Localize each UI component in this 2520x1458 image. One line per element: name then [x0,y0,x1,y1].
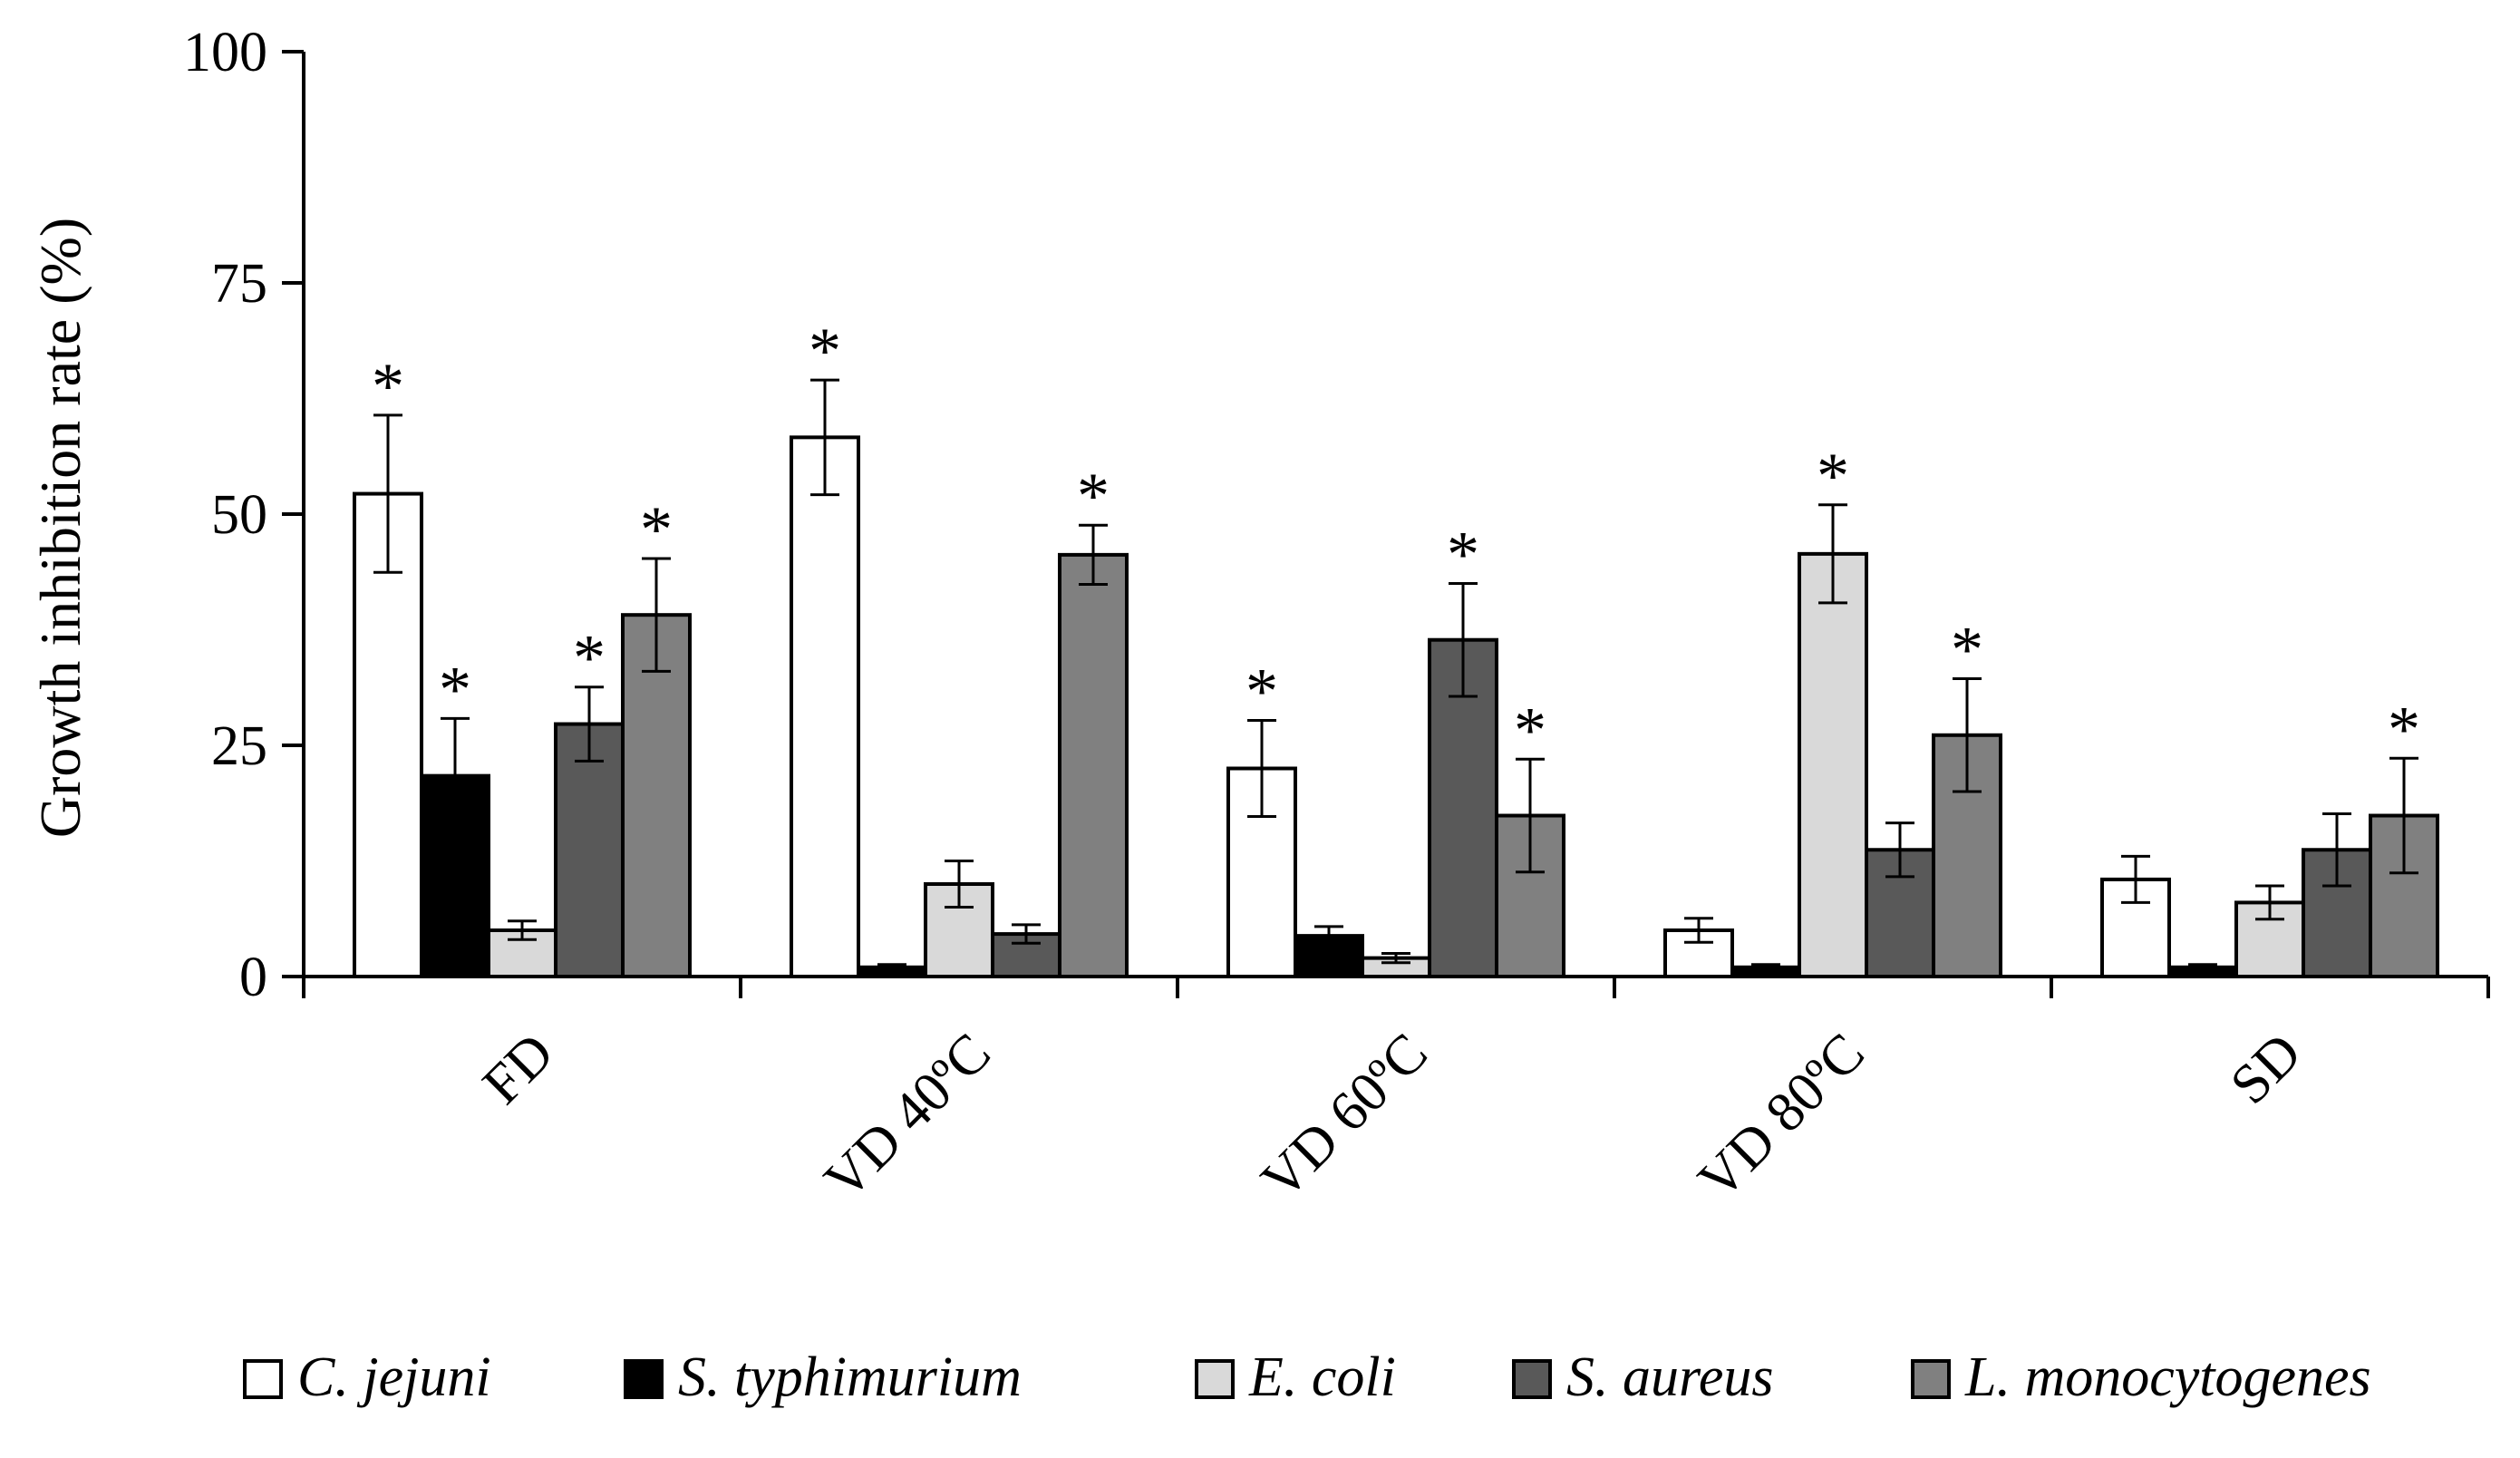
bar [353,491,423,978]
y-axis-title: Growth inhibition rate (%) [28,218,92,838]
bar [1058,552,1129,978]
x-category-label: VD 60ºC [1250,1022,1439,1211]
significance-star: * [372,350,404,423]
legend-label: S. typhimurium [678,1346,1022,1408]
significance-star: * [439,653,471,725]
significance-star: * [1951,614,1983,686]
significance-star: * [573,622,606,695]
y-tick-label: 25 [211,715,267,777]
y-tick-label: 100 [183,22,267,83]
significance-star: * [809,315,841,387]
legend-swatch [243,1359,283,1399]
bar [790,435,860,978]
legend: C. jejuni S. typhimurium E. coli S. aureus L… [243,1346,2371,1408]
legend-swatch [1911,1359,1951,1399]
error-bars-layer [373,378,2418,972]
significance-star: * [1817,440,1849,512]
legend-label: S. aureus [1566,1346,1773,1408]
legend-swatch [1512,1359,1552,1399]
x-category-label: VD 80ºC [1687,1022,1876,1211]
legend-label: E. coli [1248,1346,1396,1408]
x-categories: FD VD 40ºC VD 60ºC VD 80ºC SD [302,977,2490,1211]
y-tick-label: 50 [211,484,267,546]
significance-layer: * * * * * * * * * * * * [372,315,2420,766]
legend-swatch [1195,1359,1235,1399]
significance-star: * [640,493,673,566]
significance-star: * [1447,519,1479,591]
significance-star: * [1514,694,1546,766]
x-category-label: VD 40ºC [813,1022,1003,1211]
significance-star: * [1077,460,1110,532]
x-category-label: FD [471,1022,566,1116]
legend-swatch [624,1359,664,1399]
x-category-label: SD [2219,1022,2313,1116]
legend-label: L. monocytogenes [1964,1346,2371,1408]
y-tick-label: 0 [239,947,267,1008]
legend-label: C. jejuni [297,1346,491,1408]
bar [1495,813,1565,979]
axes-layer [302,52,2488,995]
bars-layer [353,435,2439,979]
significance-star: * [2388,693,2420,765]
bar [1798,551,1868,978]
y-tick-label: 75 [211,253,267,315]
significance-star: * [1245,655,1278,727]
y-ticks: 0 25 50 75 100 [183,22,304,1008]
